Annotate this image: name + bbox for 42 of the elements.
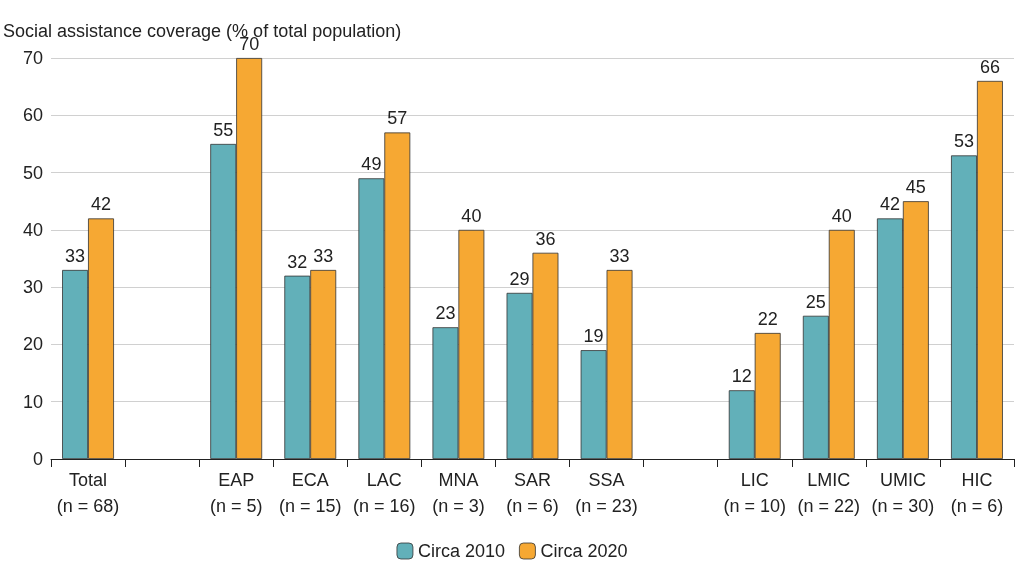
data-label: 42 xyxy=(90,194,112,215)
data-label: 40 xyxy=(831,205,852,226)
data-label: 40 xyxy=(461,205,482,226)
data-label: 33 xyxy=(65,245,86,266)
x-tick-label: SAR (n = 6) xyxy=(506,470,559,516)
y-tick-label: 50 xyxy=(22,162,43,183)
data-label: 33 xyxy=(609,245,630,266)
y-tick-label: 40 xyxy=(22,219,43,240)
data-label: 66 xyxy=(979,56,1000,77)
data-label: 23 xyxy=(435,303,456,324)
x-tick-label: HIC (n = 6) xyxy=(950,470,1004,516)
x-tick-label: LMIC (n = 22) xyxy=(797,470,861,516)
y-tick-label: 30 xyxy=(22,277,43,298)
y-tick-label: 70 xyxy=(22,48,43,68)
data-label: 33 xyxy=(313,245,334,266)
y-tick-label: 60 xyxy=(22,105,43,126)
data-label: 32 xyxy=(287,251,308,272)
data-label: 25 xyxy=(805,291,826,312)
data-label: 12 xyxy=(731,366,752,387)
y-tick-label: 10 xyxy=(22,391,43,412)
legend-label: Circa 2020 xyxy=(540,541,628,561)
data-label: 42 xyxy=(879,194,900,215)
legend-label: Circa 2010 xyxy=(417,541,505,561)
x-tick-label: EAP (n = 5) xyxy=(209,470,263,516)
data-label: 49 xyxy=(361,154,382,175)
data-label: 36 xyxy=(535,228,556,249)
data-label: 19 xyxy=(583,326,604,347)
data-label: 29 xyxy=(509,268,530,289)
x-tick-label: SSA (n = 23) xyxy=(575,470,638,516)
x-tick-label: MNA (n = 3) xyxy=(432,470,485,516)
data-label: 57 xyxy=(387,108,408,129)
y-tick-label: 0 xyxy=(32,449,43,469)
y-tick-label: 20 xyxy=(22,334,43,355)
x-tick-label: UMIC (n = 30) xyxy=(871,470,935,516)
data-label: 22 xyxy=(757,308,778,329)
data-label: 45 xyxy=(905,177,926,198)
x-tick-label: Total (n = 68) xyxy=(56,470,120,516)
data-label: 53 xyxy=(953,131,975,152)
x-tick-label: LAC (n = 16) xyxy=(353,470,416,516)
x-tick-label: ECA (n = 15) xyxy=(279,470,342,516)
data-label: 55 xyxy=(213,119,234,140)
x-tick-label: LIC (n = 10) xyxy=(723,470,786,516)
